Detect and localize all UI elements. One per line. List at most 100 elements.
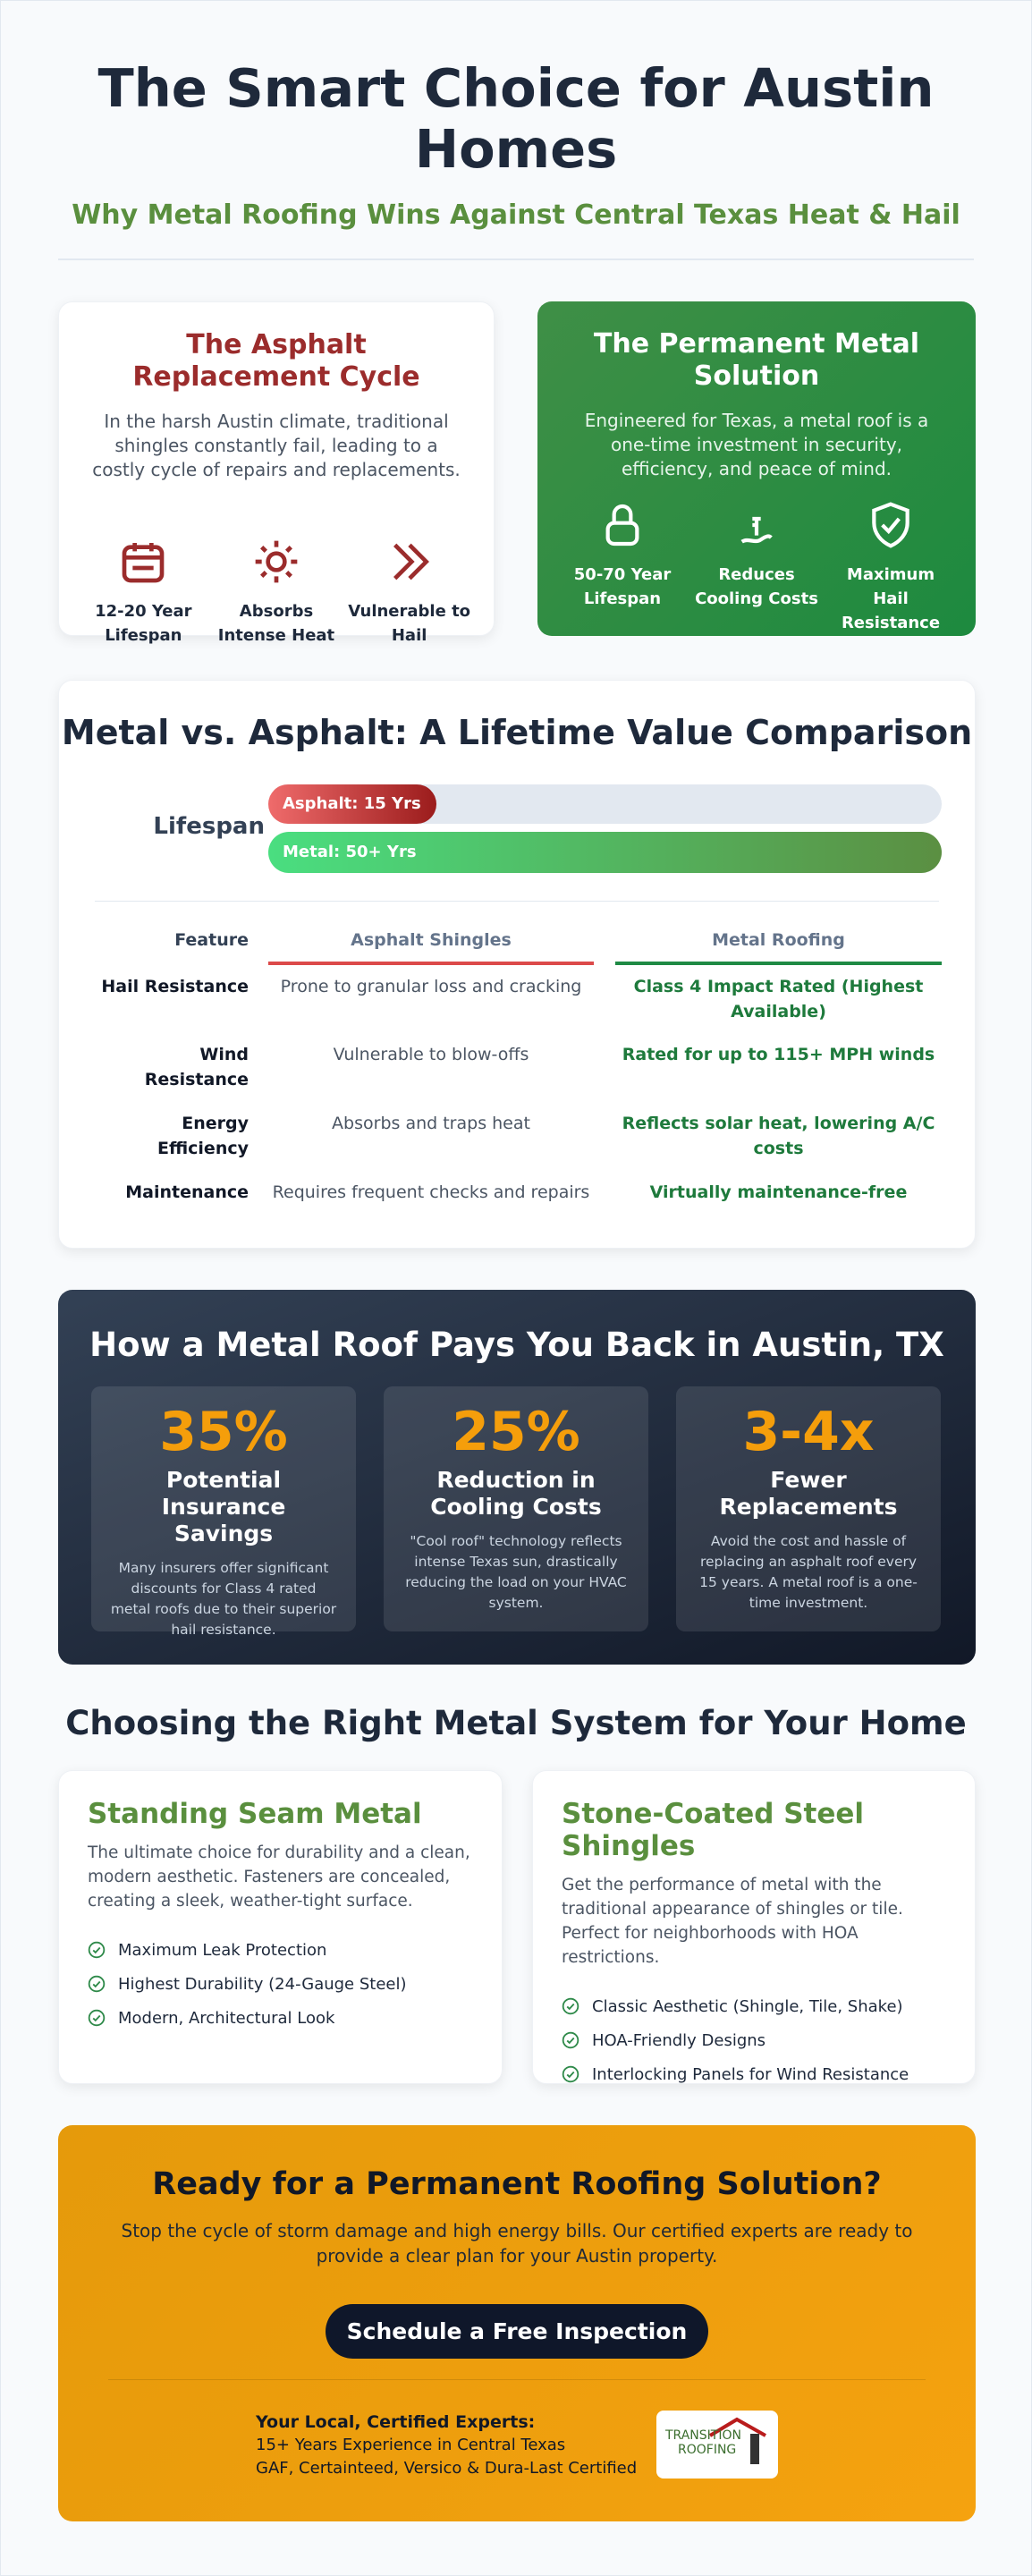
metal-cell: Class 4 Impact Rated (Highest Available) (633, 977, 924, 1021)
stat-card: 25% Reduction in Cooling Costs "Cool roof"… (384, 1386, 648, 1631)
feature-item: Modern, Architectural Look (88, 2001, 473, 2035)
graphic (605, 521, 639, 547)
stat-text: Avoid the cost and hassle of replacing a… (699, 1533, 918, 1611)
logo-text: ROOFING (678, 2443, 737, 2457)
check-icon (562, 2031, 579, 2049)
asphalt-cell: Requires frequent checks and repairs (272, 1182, 590, 1202)
graphic (708, 2417, 766, 2437)
stat-card: 3-4x Fewer Replacements Avoid the cost and… (676, 1386, 941, 1631)
divider (108, 2379, 926, 2380)
icon-label: 12-20 Year Lifespan (95, 602, 192, 645)
icon (393, 543, 429, 580)
stat-label: Reduction in Cooling Costs (430, 1467, 602, 1520)
problem-card: The Asphalt Replacement Cycle In the har… (58, 301, 495, 645)
graphic (92, 2014, 101, 2022)
system-card: Stone-Coated Steel Shingles Get the perfo… (532, 1770, 976, 2084)
icon-row: 12-20 Year Lifespan Absorbs Intense Heat… (77, 537, 476, 648)
experts: Your Local, Certified Experts: 15+ Years… (256, 2411, 637, 2480)
icon-item: Reduces Cooling Costs (694, 500, 819, 635)
feature-cell: Wind Resistance (144, 1045, 249, 1089)
card-title: Standing Seam Metal (88, 1798, 422, 1830)
graphic (881, 517, 901, 535)
check-icon (562, 2065, 579, 2083)
feature-cell: Maintenance (125, 1182, 249, 1202)
section-title: Choosing the Right Metal System for Your… (65, 1704, 967, 1742)
icon (740, 516, 773, 544)
feature-text: Modern, Architectural Look (118, 2008, 335, 2028)
feature-text: HOA-Friendly Designs (592, 2030, 766, 2050)
feature-list: Maximum Leak Protection Highest Durabilit… (88, 1933, 473, 2035)
subtitle: Why Metal Roofing Wins Against Central T… (72, 199, 960, 231)
card-text: Get the performance of metal with the tr… (562, 1876, 903, 1967)
feature-text: Highest Durability (24-Gauge Steel) (118, 1974, 407, 1994)
feature-item: Highest Durability (24-Gauge Steel) (88, 1967, 473, 2001)
check-icon (88, 1975, 106, 1993)
comparison-card: Metal vs. Asphalt: A Lifetime Value Comp… (58, 680, 976, 1249)
feature-item: Classic Aesthetic (Shingle, Tile, Shake) (562, 1989, 946, 2023)
header: The Smart Choice for Austin Homes Why Me… (1, 57, 1031, 232)
card-text: Engineered for Texas, a metal roof is a … (584, 410, 929, 479)
feature-item: HOA-Friendly Designs (562, 2023, 946, 2057)
check-icon (88, 1941, 106, 1959)
icon (605, 504, 639, 547)
header-cell: Feature (174, 930, 249, 950)
cta-text: Stop the cycle of storm damage and high … (121, 2220, 913, 2267)
icon-item: 12-20 Year Lifespan (80, 537, 206, 648)
graphic (266, 551, 287, 572)
graphic (562, 2065, 579, 2083)
graphic (566, 2071, 575, 2079)
card-text: The ultimate choice for durability and a… (88, 1843, 470, 1911)
icon-label: Absorbs Intense Heat (217, 602, 335, 645)
logo: TRANSITION ROOFING (656, 2411, 778, 2479)
check-icon (562, 1997, 579, 2015)
card-text: In the harsh Austin climate, traditional… (92, 411, 461, 480)
experts-line: 15+ Years Experience in Central Texas (256, 2436, 566, 2454)
header-cell: Asphalt Shingles (268, 928, 594, 965)
feature-text: Classic Aesthetic (Shingle, Tile, Shake) (592, 1996, 903, 2016)
icon (122, 543, 165, 583)
card-title: The Asphalt Replacement Cycle (132, 329, 420, 393)
logo-text: TRANSITION (665, 2428, 741, 2443)
graphic (872, 502, 909, 548)
graphic (562, 2031, 579, 2049)
icon-label: Reduces Cooling Costs (695, 565, 818, 608)
section-title: How a Metal Roof Pays You Back in Austin… (89, 1326, 944, 1364)
graphic (566, 2037, 575, 2045)
metal-cell: Virtually maintenance-free (649, 1182, 908, 1202)
icon-label: 50-70 Year Lifespan (573, 565, 672, 608)
check-icon (88, 2009, 106, 2027)
graphic (92, 1946, 101, 1954)
system-card: Standing Seam Metal The ultimate choice f… (58, 1770, 503, 2084)
icon-label: Maximum Hail Resistance (841, 565, 941, 632)
icon-item: 50-70 Year Lifespan (560, 500, 685, 635)
section-title: Metal vs. Asphalt: A Lifetime Value Comp… (61, 713, 973, 752)
feature-text: Interlocking Panels for Wind Resistance (592, 2064, 909, 2084)
stat-text: Many insurers offer significant discount… (110, 1560, 337, 1638)
graphic (562, 1997, 579, 2015)
asphalt-bar: Asphalt: 15 Yrs (268, 784, 436, 824)
cta-button[interactable]: Schedule a Free Inspection (326, 2304, 708, 2359)
bar-track: Asphalt: 15 Yrs (268, 784, 942, 824)
solution-card: The Permanent Metal Solution Engineered … (537, 301, 976, 636)
header-cell: Metal Roofing (615, 928, 942, 965)
icon-item: Maximum Hail Resistance (828, 500, 953, 635)
feature-list: Classic Aesthetic (Shingle, Tile, Shake)… (562, 1989, 946, 2091)
icon (872, 502, 909, 548)
graphic (566, 2003, 575, 2011)
asphalt-cell: Prone to granular loss and cracking (280, 977, 582, 996)
icon-item: Vulnerable to Hail (347, 537, 472, 648)
asphalt-cell: Vulnerable to blow-offs (333, 1045, 529, 1064)
feature-cell: Hail Resistance (101, 977, 249, 996)
graphic (124, 543, 163, 571)
metal-cell: Reflects solar heat, lowering A/C costs (622, 1114, 935, 1158)
graphic (122, 545, 165, 583)
title: The Smart Choice for Austin Homes (97, 57, 935, 180)
graphic (393, 543, 429, 580)
divider (95, 901, 939, 902)
row-label: Lifespan (153, 813, 265, 840)
stat-value: 3-4x (742, 1401, 875, 1463)
card-title: The Permanent Metal Solution (593, 328, 920, 392)
graphic (88, 1975, 106, 1993)
graphic (88, 1941, 106, 1959)
